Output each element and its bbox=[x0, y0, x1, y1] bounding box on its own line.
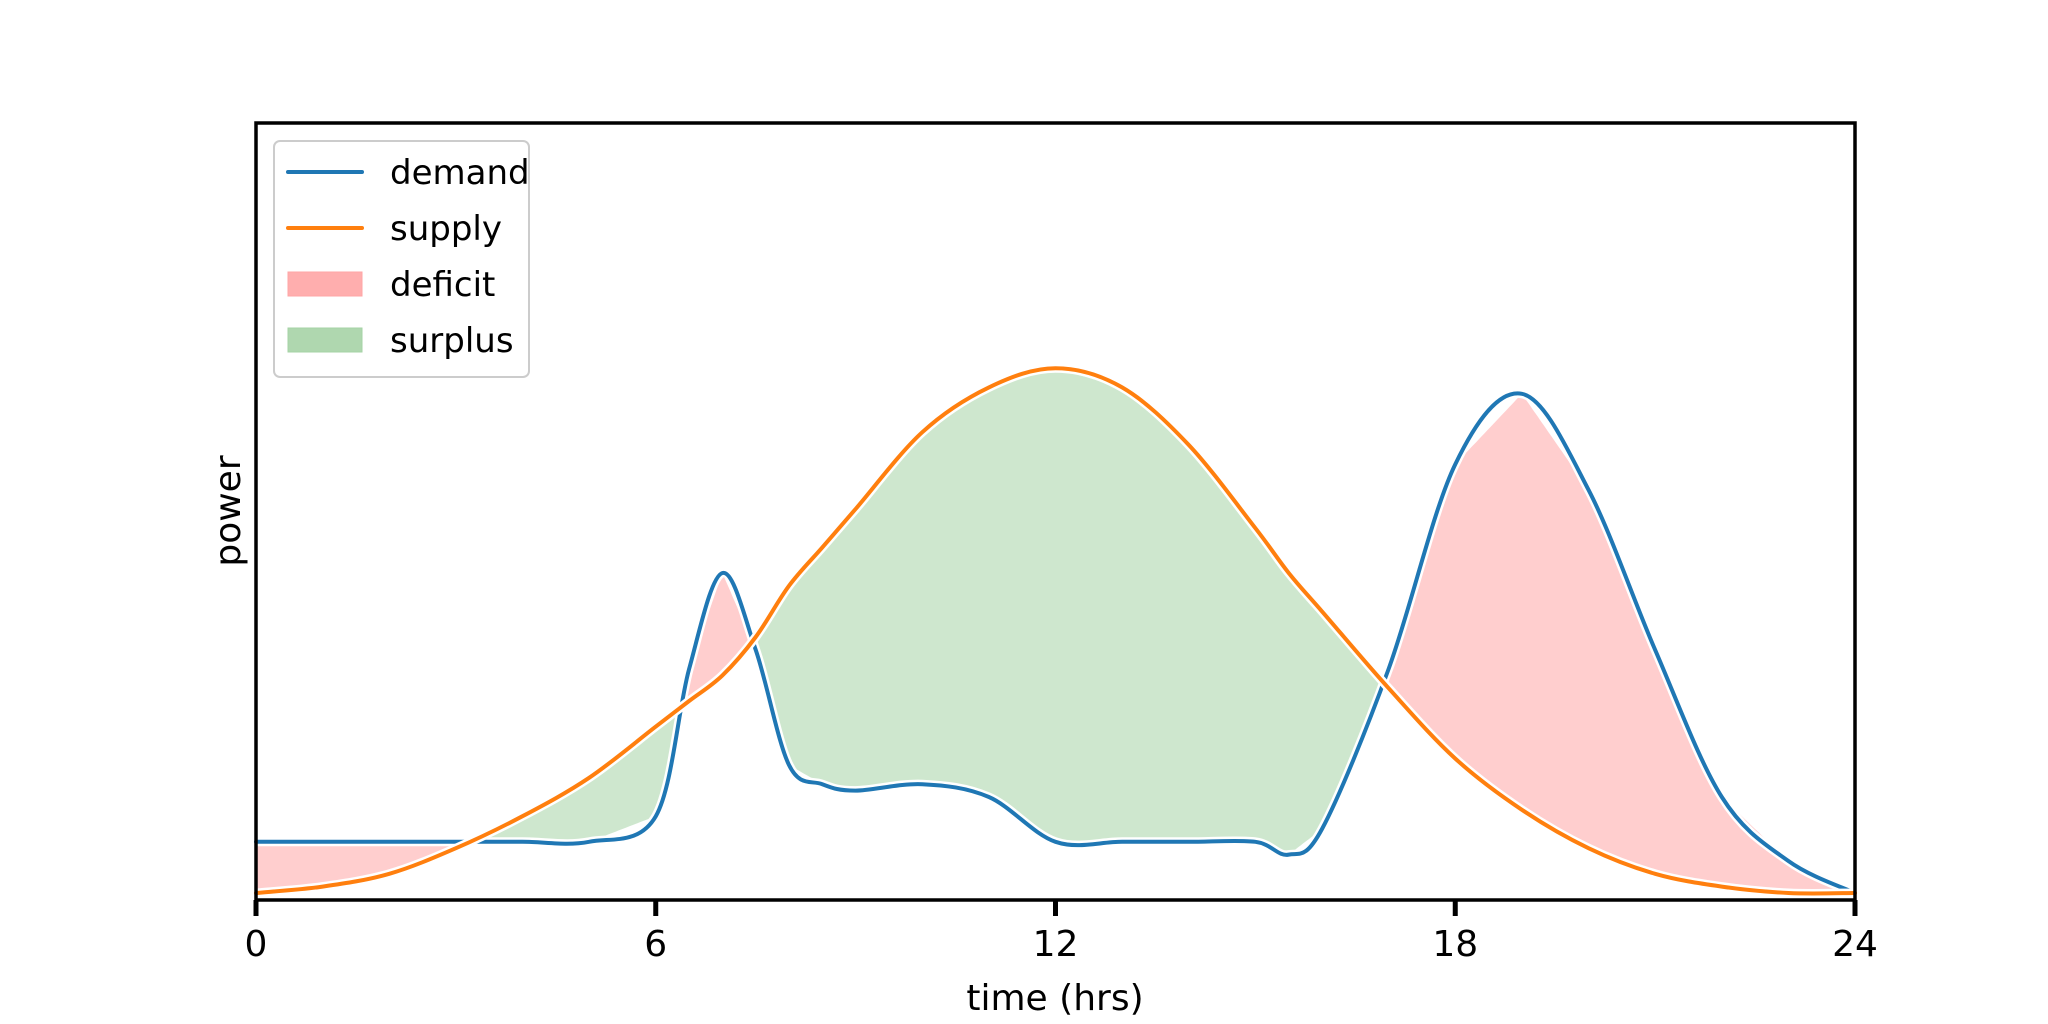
demand-line bbox=[254, 391, 1857, 895]
deficit-area bbox=[1383, 393, 1853, 893]
legend-swatch-deficit bbox=[287, 271, 363, 297]
legend-label-supply: supply bbox=[390, 209, 502, 249]
legend-box bbox=[273, 140, 530, 378]
x-tick-label: 6 bbox=[644, 924, 667, 965]
x-tick-label: 12 bbox=[1033, 924, 1079, 965]
legend-label-surplus: surplus bbox=[390, 321, 514, 361]
x-axis-label: time (hrs) bbox=[966, 978, 1143, 1019]
legend: demand supply deficit surplus bbox=[273, 140, 530, 378]
x-tick-label: 0 bbox=[245, 924, 268, 965]
y-axis-label: power bbox=[208, 455, 249, 566]
x-tick-label: 24 bbox=[1832, 924, 1878, 965]
legend-swatch-surplus bbox=[287, 327, 363, 353]
surplus-area bbox=[469, 708, 680, 842]
deficit-area bbox=[682, 573, 752, 707]
deficit-area bbox=[256, 841, 467, 893]
x-tick-label: 18 bbox=[1432, 924, 1478, 965]
supply-line bbox=[254, 366, 1857, 896]
fill-areas bbox=[256, 368, 1853, 893]
series-lines bbox=[251, 363, 1860, 898]
legend-label-deficit: deficit bbox=[390, 265, 495, 305]
surplus-area bbox=[754, 368, 1381, 855]
x-axis-ticks: 0 6 12 18 24 bbox=[245, 900, 1878, 965]
legend-label-demand: demand bbox=[390, 153, 530, 193]
